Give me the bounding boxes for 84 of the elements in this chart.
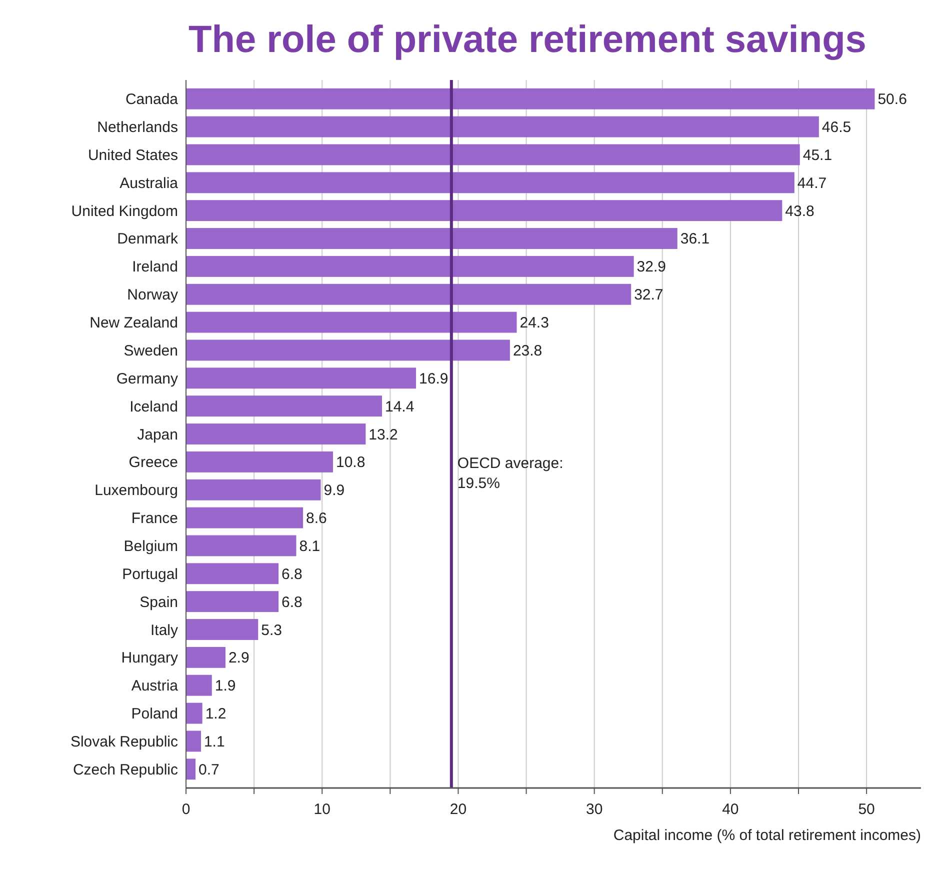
data-label: 32.9 (636, 258, 666, 276)
bar (186, 340, 510, 361)
y-tick-label: Spain (140, 594, 178, 611)
bar (186, 172, 794, 194)
data-label: 0.7 (198, 761, 220, 778)
y-tick-label: New Zealand (90, 314, 178, 332)
bar (186, 368, 416, 389)
bar (186, 116, 819, 138)
bar (186, 591, 279, 612)
data-label: 16.9 (419, 370, 448, 388)
bar (186, 144, 800, 166)
data-label: 6.8 (282, 566, 302, 583)
data-label: 36.1 (680, 230, 710, 248)
data-label: 1.1 (204, 733, 225, 750)
ref-line-label: OECD average: 19.5% (457, 455, 564, 492)
bar (186, 674, 212, 696)
bar (186, 730, 201, 752)
y-tick-label: Greece (128, 454, 178, 472)
data-label: 46.5 (822, 119, 852, 136)
y-tick-label: Luxembourg (94, 482, 178, 500)
bar (186, 479, 321, 500)
data-label: 1.2 (205, 706, 226, 723)
y-tick-label: Slovak Republic (70, 733, 178, 750)
x-tick-label: 20 (450, 801, 467, 818)
x-tick-label: 40 (722, 801, 739, 818)
bar (186, 451, 333, 472)
data-label: 8.1 (299, 538, 320, 555)
bar (186, 619, 258, 640)
y-tick-label: Austria (131, 678, 179, 695)
y-tick-label: Hungary (121, 650, 178, 667)
y-tick-label: Czech Republic (72, 761, 178, 778)
data-label: 10.8 (336, 454, 366, 472)
y-tick-label: Sweden (124, 342, 178, 360)
chart-title: The role of private retirement savings (188, 19, 866, 61)
y-tick-label: Japan (137, 426, 178, 444)
x-tick-label: 50 (858, 801, 875, 818)
data-label: 9.9 (324, 482, 345, 500)
data-label: 50.6 (878, 91, 907, 108)
bar (186, 200, 782, 222)
y-tick-label: Poland (131, 706, 178, 723)
y-tick-label: Australia (120, 174, 179, 192)
data-label: 2.9 (228, 650, 250, 667)
y-tick-label: Italy (150, 622, 178, 639)
data-label: 32.7 (634, 286, 664, 304)
bar (186, 535, 296, 556)
data-label: 1.9 (214, 678, 236, 695)
bar (186, 758, 196, 780)
x-tick-label: 10 (314, 801, 330, 818)
bar (186, 228, 678, 249)
y-tick-label: Germany (116, 370, 178, 388)
y-tick-label: United Kingdom (71, 202, 178, 220)
data-label: 5.3 (261, 622, 282, 639)
bar (186, 396, 382, 417)
data-label: 43.8 (785, 202, 814, 220)
data-label: 23.8 (512, 342, 542, 360)
bar (186, 646, 226, 668)
data-label: 14.4 (385, 398, 414, 416)
y-tick-label: Norway (127, 286, 178, 304)
data-label: 6.8 (282, 594, 302, 611)
y-tick-label: France (131, 510, 178, 528)
y-tick-label: Canada (125, 91, 179, 108)
data-label: 13.2 (368, 426, 398, 444)
bar (186, 702, 202, 724)
x-tick-label: 0 (182, 801, 190, 818)
bar (186, 563, 279, 584)
data-label: 44.7 (797, 174, 827, 192)
y-tick-label: Ireland (132, 258, 178, 276)
bar (186, 256, 634, 277)
data-label: 24.3 (520, 314, 549, 332)
bar (186, 312, 517, 333)
bar (186, 88, 875, 110)
x-tick-label: 30 (586, 801, 603, 818)
data-label: 8.6 (306, 510, 327, 528)
y-tick-label: Iceland (130, 398, 178, 416)
bar (186, 424, 366, 444)
y-tick-label: Belgium (124, 538, 178, 555)
data-label: 45.1 (802, 146, 832, 164)
y-tick-label: Denmark (117, 230, 178, 248)
bar (186, 507, 304, 528)
y-tick-label: Portugal (122, 566, 178, 583)
y-tick-label: United States (88, 146, 178, 164)
y-tick-label: Netherlands (97, 119, 178, 136)
bar (186, 284, 632, 305)
x-axis-title: Capital income (% of total retirement incomes) (613, 827, 921, 844)
